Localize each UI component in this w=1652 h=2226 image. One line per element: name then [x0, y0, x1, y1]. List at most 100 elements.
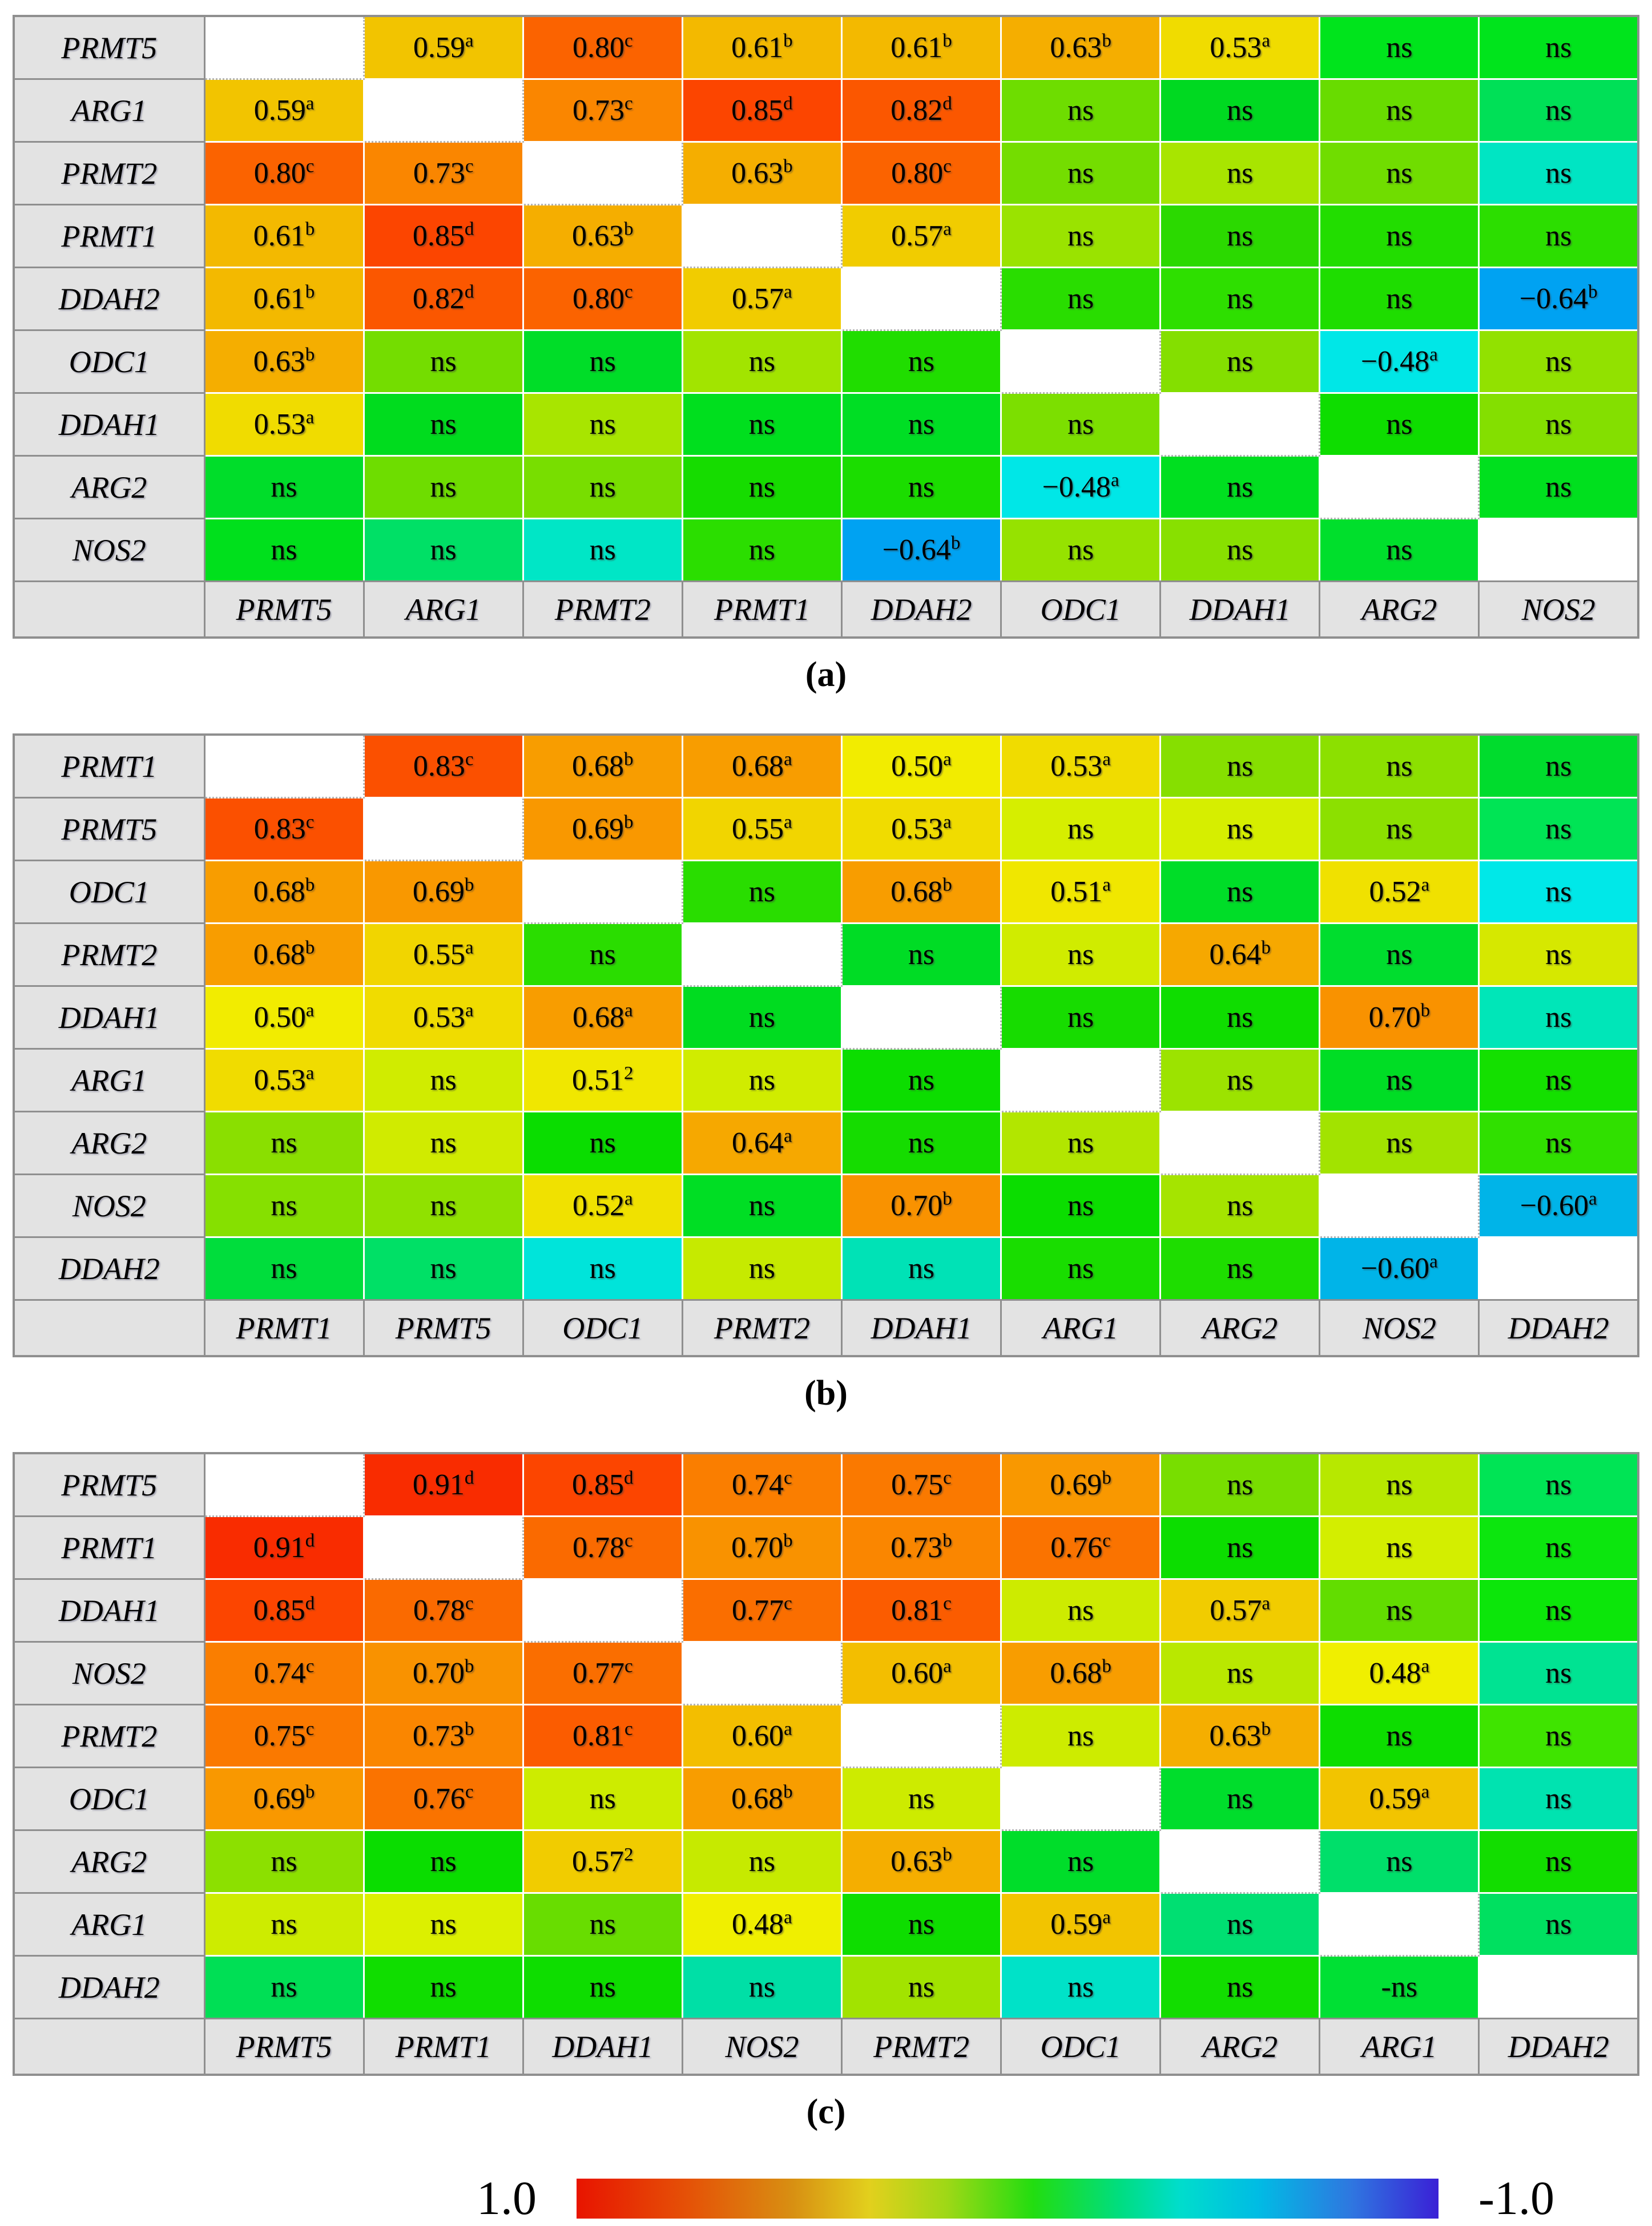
column-label: PRMT1: [681, 580, 843, 639]
matrix-cell: ns: [1159, 1892, 1321, 1957]
matrix-cell: 0.80c: [522, 267, 683, 331]
matrix-cell: 0.68a: [522, 985, 683, 1050]
matrix-cell: 0.48a: [1319, 1641, 1480, 1705]
matrix-cell: ns: [840, 455, 1002, 519]
matrix-cell: ns: [1159, 1641, 1321, 1705]
matrix-cell: 0.53a: [203, 1048, 365, 1112]
matrix-cell: ns: [1159, 1236, 1321, 1301]
matrix-cell: ns: [1000, 797, 1162, 861]
matrix-cell: ns: [1319, 1829, 1480, 1894]
matrix-cell: 0.70b: [1319, 985, 1480, 1050]
matrix-cell: ns: [1159, 985, 1321, 1050]
matrix-cell: ns: [203, 1955, 365, 2019]
matrix-cell: ns: [840, 1048, 1002, 1112]
matrix-cell: ns: [362, 1236, 524, 1301]
matrix-cell: 0.69b: [362, 860, 524, 924]
matrix-cell: ns: [1478, 1111, 1639, 1175]
row-label: DDAH1: [13, 392, 206, 457]
column-label: PRMT2: [840, 2018, 1002, 2076]
row-label: ARG2: [13, 1111, 206, 1175]
matrix-cell: ns: [522, 1767, 683, 1831]
matrix-cell: ns: [1319, 267, 1480, 331]
matrix-cell: ns: [1478, 1892, 1639, 1957]
column-label: DDAH1: [522, 2018, 683, 2076]
matrix-cell: ns: [362, 1048, 524, 1112]
matrix-cell: ns: [1159, 141, 1321, 205]
matrix-cell: ns: [681, 1174, 843, 1238]
column-label: ODC1: [1000, 580, 1162, 639]
matrix-cell: ns: [362, 1111, 524, 1175]
matrix-cell: ns: [362, 329, 524, 394]
matrix-cell: ns: [681, 1955, 843, 2019]
matrix-cell: 0.82d: [362, 267, 524, 331]
matrix-cell: ns: [1319, 1452, 1480, 1517]
diagonal-cell: [681, 922, 843, 987]
matrix-cell: ns: [362, 455, 524, 519]
matrix-cell: ns: [1319, 392, 1480, 457]
matrix-cell: 0.57a: [1159, 1578, 1321, 1643]
matrix-cell: 0.83c: [203, 797, 365, 861]
matrix-cell: 0.50a: [203, 985, 365, 1050]
diagonal-cell: [840, 1704, 1002, 1768]
matrix-cell: ns: [203, 1236, 365, 1301]
matrix-cell: ns: [1478, 1704, 1639, 1768]
corner-cell: [13, 1299, 206, 1357]
column-label: PRMT5: [362, 1299, 524, 1357]
matrix-cell: 0.76c: [1000, 1515, 1162, 1580]
diagonal-cell: [362, 1515, 524, 1580]
matrix-cell: 0.53a: [203, 392, 365, 457]
matrix-cell: ns: [1478, 204, 1639, 268]
matrix-cell: ns: [840, 1955, 1002, 2019]
matrix-cell: 0.51a: [1000, 860, 1162, 924]
diagonal-cell: [1478, 1955, 1639, 2019]
matrix-cell: 0.55a: [362, 922, 524, 987]
column-label: ARG2: [1159, 2018, 1321, 2076]
matrix-cell: ns: [681, 1236, 843, 1301]
matrix-cell: ns: [681, 860, 843, 924]
matrix-cell: 0.78c: [522, 1515, 683, 1580]
matrix-cell: ns: [1159, 1174, 1321, 1238]
matrix-cell: ns: [1319, 518, 1480, 582]
matrix-cell: 0.57a: [681, 267, 843, 331]
matrix-cell: ns: [1478, 985, 1639, 1050]
matrix-cell: 0.85d: [522, 1452, 683, 1517]
matrix-cell: 0.63b: [840, 1829, 1002, 1894]
matrix-cell: 0.61b: [203, 204, 365, 268]
matrix-cell: 0.68b: [203, 922, 365, 987]
matrix-cell: 0.83c: [362, 733, 524, 799]
matrix-cell: ns: [522, 922, 683, 987]
matrix-cell: ns: [362, 1829, 524, 1894]
matrix-cell: ns: [1000, 518, 1162, 582]
matrix-cell: ns: [1000, 1174, 1162, 1238]
matrix-cell: 0.75c: [203, 1704, 365, 1768]
matrix-cell: ns: [1000, 1236, 1162, 1301]
matrix-cell: ns: [1000, 392, 1162, 457]
matrix-cell: -ns: [1319, 1955, 1480, 2019]
row-label: DDAH1: [13, 985, 206, 1050]
diagonal-cell: [362, 797, 524, 861]
panel-caption-a: (a): [805, 655, 847, 694]
matrix-cell: 0.75c: [840, 1452, 1002, 1517]
diagonal-cell: [681, 1641, 843, 1705]
matrix-cell: ns: [522, 1111, 683, 1175]
matrix-cell: ns: [840, 1236, 1002, 1301]
matrix-cell: 0.63b: [203, 329, 365, 394]
matrix-cell: ns: [1319, 1578, 1480, 1643]
matrix-cell: ns: [1159, 455, 1321, 519]
matrix-cell: 0.52a: [1319, 860, 1480, 924]
matrix-cell: ns: [1000, 922, 1162, 987]
matrix-cell: 0.572: [522, 1829, 683, 1894]
matrix-cell: 0.60a: [840, 1641, 1002, 1705]
diagonal-cell: [203, 1452, 365, 1517]
row-label: DDAH2: [13, 1955, 206, 2019]
correlation-matrix-b: PRMT1 0.83c 0.68b 0.68a 0.50a 0.53a ns ns ns PRMT…: [13, 733, 1639, 1357]
column-label: ARG1: [1000, 1299, 1162, 1357]
matrix-cell: 0.81c: [522, 1704, 683, 1768]
row-label: NOS2: [13, 1641, 206, 1705]
column-label: ODC1: [522, 1299, 683, 1357]
matrix-cell: 0.512: [522, 1048, 683, 1112]
column-label: DDAH2: [1478, 2018, 1639, 2076]
column-label: DDAH2: [840, 580, 1002, 639]
matrix-cell: 0.68b: [681, 1767, 843, 1831]
diagonal-cell: [522, 141, 683, 205]
